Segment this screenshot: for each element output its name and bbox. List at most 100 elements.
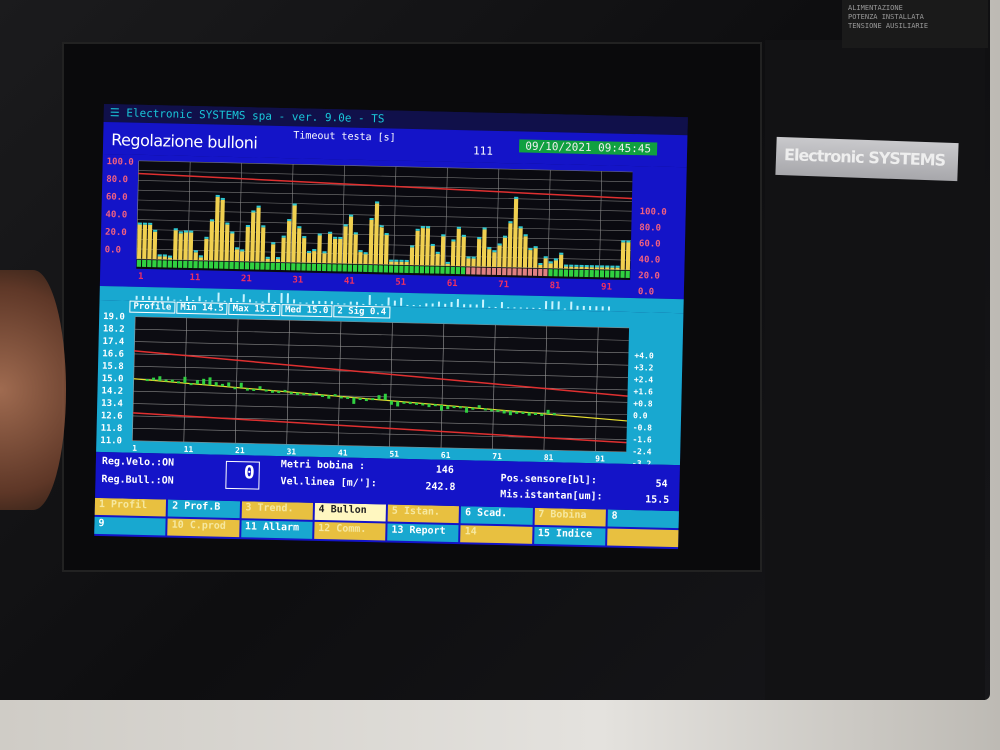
y-tick-right: 40.0 bbox=[638, 255, 660, 265]
bar bbox=[579, 266, 584, 269]
data-point bbox=[439, 404, 444, 411]
status-cell bbox=[388, 265, 394, 273]
x-tick: 81 bbox=[550, 281, 561, 291]
strip-bar bbox=[368, 295, 371, 306]
status-cell bbox=[579, 269, 584, 277]
fkey-7-bobina[interactable]: 7 Bobina bbox=[534, 507, 606, 527]
bar-cap bbox=[610, 265, 615, 268]
stat-med: Med 15.0 bbox=[280, 304, 333, 318]
fkey-4-bullon[interactable]: 4 Bullon bbox=[314, 502, 386, 522]
bar bbox=[147, 224, 153, 260]
bar bbox=[322, 253, 327, 264]
lower-limit-line bbox=[132, 412, 627, 444]
status-cell bbox=[311, 263, 317, 271]
y-tick-left: 12.6 bbox=[101, 411, 123, 421]
fkey-9[interactable]: 9 bbox=[94, 516, 166, 536]
bar-cap bbox=[415, 228, 420, 231]
data-point bbox=[170, 379, 174, 382]
bar-cap bbox=[235, 247, 240, 250]
page-title: Regolazione bulloni bbox=[110, 130, 258, 153]
bar bbox=[563, 266, 569, 269]
x-tick: 1 bbox=[138, 272, 144, 282]
status-cell bbox=[599, 270, 605, 278]
fkey-3-trend-[interactable]: 3 Trend. bbox=[241, 501, 313, 520]
data-point bbox=[396, 401, 400, 407]
strip-bar bbox=[198, 296, 201, 302]
bar bbox=[512, 198, 519, 268]
x-tick: 1 bbox=[132, 444, 137, 453]
strip-bar bbox=[274, 301, 277, 303]
bar-cap bbox=[375, 201, 380, 204]
bar bbox=[497, 245, 502, 268]
strip-bar bbox=[337, 303, 340, 305]
status-cell bbox=[172, 260, 178, 268]
bar bbox=[527, 250, 533, 268]
bar-cap bbox=[514, 196, 519, 199]
data-point bbox=[471, 407, 475, 410]
profile-trend-chart: Profile Min 14.5 Max 15.6 Med 15.0 2 Sig… bbox=[96, 299, 684, 466]
bar-cap bbox=[302, 236, 307, 239]
bar-cap bbox=[209, 219, 215, 222]
data-point bbox=[352, 397, 356, 404]
data-point bbox=[321, 394, 325, 398]
fkey-13-report[interactable]: 13 Report bbox=[387, 523, 459, 543]
y-tick-right: +0.8 bbox=[633, 399, 653, 408]
fkey-2-prof-b[interactable]: 2 Prof.B bbox=[167, 499, 240, 519]
fkey-11-allarm[interactable]: 11 Allarm bbox=[240, 520, 313, 539]
bar bbox=[286, 221, 292, 263]
status-cell bbox=[239, 262, 245, 270]
status-cell bbox=[394, 265, 399, 273]
gridline bbox=[444, 167, 448, 266]
strip-bar bbox=[450, 301, 453, 307]
strip-bar bbox=[463, 304, 466, 308]
bar-cap bbox=[466, 256, 471, 259]
bar-cap bbox=[287, 219, 292, 222]
menu-icon[interactable]: ☰ bbox=[109, 106, 127, 120]
data-point bbox=[152, 377, 156, 381]
fkey-15-indice[interactable]: 15 Indice bbox=[533, 526, 606, 546]
strip-bar bbox=[135, 295, 138, 300]
strip-bar bbox=[185, 295, 189, 301]
bar bbox=[538, 264, 543, 268]
bar bbox=[368, 219, 374, 265]
status-cell bbox=[244, 262, 250, 270]
data-point bbox=[233, 387, 237, 390]
bar bbox=[291, 205, 297, 263]
strip-bar bbox=[544, 301, 548, 310]
y-tick-right: 80.0 bbox=[639, 223, 661, 233]
bar-cap bbox=[553, 258, 559, 261]
status-cell bbox=[347, 264, 353, 272]
fkey-6-scad-[interactable]: 6 Scad. bbox=[460, 506, 533, 525]
status-cell bbox=[162, 260, 167, 268]
fkey-blank[interactable] bbox=[606, 528, 679, 548]
bar-cap bbox=[193, 250, 198, 253]
bar-cap bbox=[508, 221, 513, 224]
data-point bbox=[433, 404, 437, 407]
bar-cap bbox=[451, 239, 456, 242]
data-point bbox=[458, 406, 462, 409]
bar-cap bbox=[502, 235, 508, 238]
fkey-12-comm-[interactable]: 12 Comm. bbox=[313, 521, 386, 541]
fkey-8[interactable]: 8 bbox=[607, 509, 679, 529]
bar-cap bbox=[404, 259, 409, 263]
fkey-5-istan-[interactable]: 5 Istan. bbox=[387, 504, 460, 524]
bar bbox=[558, 254, 564, 269]
fkey-1-profil[interactable]: 1 Profil bbox=[94, 497, 167, 517]
status-cell bbox=[409, 265, 414, 274]
strip-bar bbox=[488, 306, 491, 308]
bar bbox=[224, 224, 230, 261]
bar-cap bbox=[410, 245, 415, 248]
status-cell bbox=[615, 270, 620, 278]
bar-cap bbox=[343, 224, 348, 227]
x-tick: 61 bbox=[447, 279, 458, 289]
bar bbox=[625, 242, 631, 270]
y-tick-left: 80.0 bbox=[106, 175, 128, 185]
bar bbox=[507, 223, 513, 268]
strip-bar bbox=[431, 303, 434, 307]
gridline bbox=[547, 170, 551, 269]
fkey-10-c-prod[interactable]: 10 C.prod bbox=[167, 518, 240, 538]
bar bbox=[466, 258, 471, 267]
data-point bbox=[377, 395, 381, 400]
fkey-14[interactable]: 14 bbox=[460, 525, 533, 544]
bar bbox=[162, 256, 167, 260]
